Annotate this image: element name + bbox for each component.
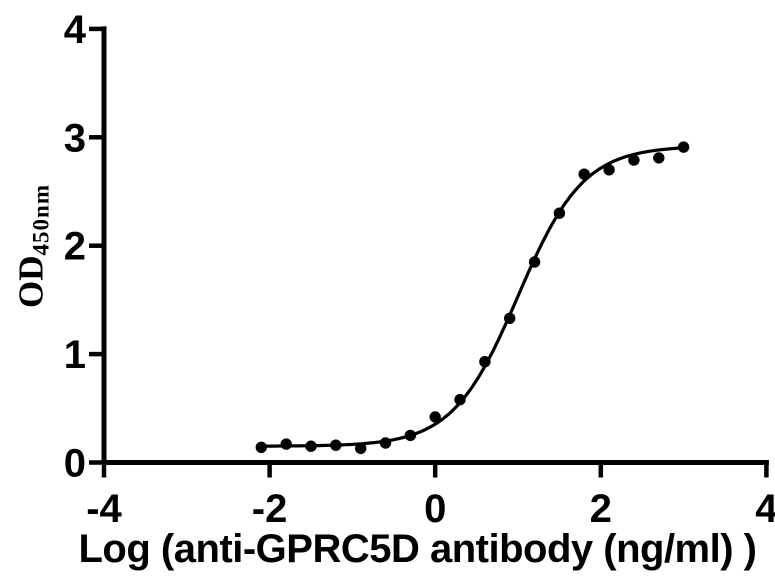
x-tick-label: -4 bbox=[86, 487, 122, 531]
data-point bbox=[355, 442, 367, 455]
data-point bbox=[628, 154, 640, 166]
y-tick-label: 3 bbox=[64, 116, 86, 160]
y-tick-label: 4 bbox=[64, 8, 87, 52]
data-point bbox=[280, 438, 292, 450]
y-tick-label: 0 bbox=[64, 442, 86, 486]
y-axis-title: OD450nm bbox=[11, 184, 54, 308]
x-tick-label: -2 bbox=[252, 487, 288, 531]
data-point bbox=[553, 207, 566, 219]
x-axis-title: Log (anti-GPRC5D antibody (ng/ml) ) bbox=[78, 527, 758, 571]
data-point bbox=[578, 168, 590, 180]
data-point bbox=[379, 437, 392, 449]
data-point bbox=[677, 141, 690, 153]
y-tick-label: 1 bbox=[64, 333, 86, 377]
data-point bbox=[305, 440, 317, 452]
data-point bbox=[479, 356, 491, 368]
data-point bbox=[504, 312, 516, 324]
y-tick-label: 2 bbox=[64, 225, 86, 269]
x-tick-label: 0 bbox=[424, 487, 446, 531]
data-point bbox=[528, 256, 541, 268]
data-point bbox=[255, 441, 267, 453]
y-axis-title-subscript: 450nm bbox=[28, 184, 54, 256]
data-point bbox=[603, 164, 615, 176]
data-point bbox=[454, 393, 466, 406]
data-point bbox=[429, 411, 441, 423]
x-tick-label: 2 bbox=[590, 487, 612, 531]
data-point bbox=[404, 429, 417, 442]
x-tick-label: 4 bbox=[755, 487, 775, 531]
data-point bbox=[653, 152, 665, 164]
y-axis-title-main: OD bbox=[11, 255, 51, 308]
fit-curve bbox=[259, 146, 686, 448]
data-point bbox=[330, 439, 342, 451]
